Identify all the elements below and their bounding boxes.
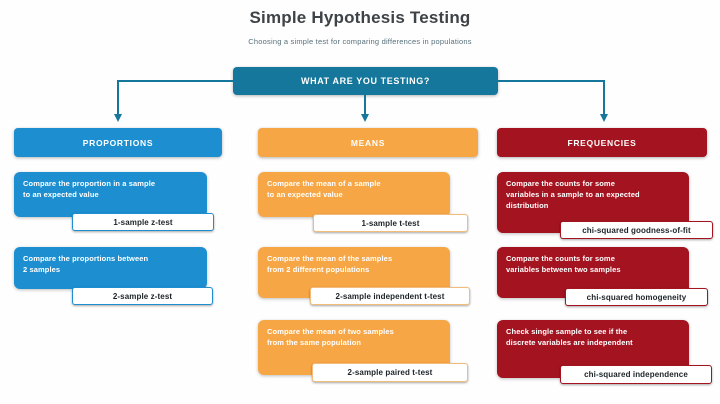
root-question-box: WHAT ARE YOU TESTING? (233, 67, 498, 95)
test-name-label-1-sample-z-test: 1-sample z-test (72, 213, 214, 231)
test-name-label-1-sample-t-test: 1-sample t-test (313, 214, 468, 232)
test-name-label-2-sample-paired-t-test: 2-sample paired t-test (312, 363, 468, 382)
test-name-label-chi-squared-independence: chi-squared independence (560, 365, 712, 384)
test-name-label-chi-squared-goodness-of-fit: chi-squared goodness-of-fit (560, 221, 713, 239)
connector-line-center-vertical (364, 95, 366, 115)
column-header-frequencies: FREQUENCIES (497, 128, 707, 157)
test-name-label-chi-squared-homogeneity: chi-squared homogeneity (565, 288, 708, 306)
page-subtitle: Choosing a simple test for comparing dif… (248, 37, 472, 46)
connector-line-right-horizontal (498, 80, 605, 82)
column-header-means: MEANS (258, 128, 478, 157)
test-name-label-2-sample-z-test: 2-sample z-test (72, 287, 213, 305)
description-box-means-1: Compare the mean of a sample to an expec… (258, 172, 450, 217)
connector-line-left-horizontal (117, 80, 233, 82)
arrow-down-icon-proportions (113, 114, 122, 122)
description-box-proportions-2: Compare the proportions between 2 sample… (14, 247, 207, 289)
arrow-down-icon-frequencies (599, 114, 608, 122)
arrow-down-icon-means (360, 114, 369, 122)
connector-line-right-vertical (603, 80, 605, 115)
connector-line-left-vertical (117, 80, 119, 115)
page-title: Simple Hypothesis Testing (249, 8, 471, 27)
column-header-proportions: PROPORTIONS (14, 128, 222, 157)
test-name-label-2-sample-independent-t-test: 2-sample independent t-test (310, 287, 470, 305)
description-box-proportions-1: Compare the proportion in a sample to an… (14, 172, 207, 217)
